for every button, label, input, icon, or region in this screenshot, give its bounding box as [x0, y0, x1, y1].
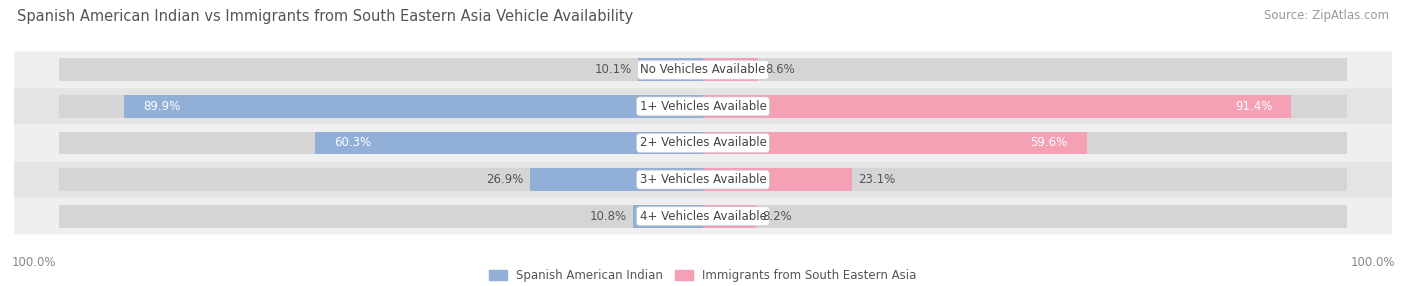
Text: 26.9%: 26.9%: [486, 173, 523, 186]
Bar: [530, 168, 703, 191]
Text: 23.1%: 23.1%: [858, 173, 896, 186]
Bar: [638, 58, 703, 81]
Text: 10.1%: 10.1%: [595, 63, 631, 76]
Text: 60.3%: 60.3%: [335, 136, 371, 150]
Text: Spanish American Indian vs Immigrants from South Eastern Asia Vehicle Availabili: Spanish American Indian vs Immigrants fr…: [17, 9, 633, 23]
Legend: Spanish American Indian, Immigrants from South Eastern Asia: Spanish American Indian, Immigrants from…: [485, 265, 921, 286]
Bar: [315, 132, 703, 154]
Text: 100.0%: 100.0%: [11, 256, 56, 269]
Bar: [59, 205, 703, 228]
FancyBboxPatch shape: [14, 88, 1392, 125]
FancyBboxPatch shape: [14, 161, 1392, 198]
Text: 89.9%: 89.9%: [143, 100, 181, 113]
Bar: [634, 205, 703, 228]
Bar: [124, 95, 703, 118]
Text: 10.8%: 10.8%: [591, 210, 627, 223]
Bar: [59, 132, 703, 154]
Text: Source: ZipAtlas.com: Source: ZipAtlas.com: [1264, 9, 1389, 21]
FancyBboxPatch shape: [14, 198, 1392, 235]
Text: No Vehicles Available: No Vehicles Available: [640, 63, 766, 76]
Bar: [703, 95, 1292, 118]
Bar: [703, 205, 756, 228]
Text: 3+ Vehicles Available: 3+ Vehicles Available: [640, 173, 766, 186]
Text: 59.6%: 59.6%: [1031, 136, 1067, 150]
Bar: [59, 58, 703, 81]
Text: 4+ Vehicles Available: 4+ Vehicles Available: [640, 210, 766, 223]
FancyBboxPatch shape: [14, 125, 1392, 161]
Bar: [703, 168, 852, 191]
Bar: [59, 95, 703, 118]
Text: 91.4%: 91.4%: [1234, 100, 1272, 113]
Text: 100.0%: 100.0%: [1350, 256, 1395, 269]
Bar: [703, 95, 1347, 118]
Text: 1+ Vehicles Available: 1+ Vehicles Available: [640, 100, 766, 113]
FancyBboxPatch shape: [14, 51, 1392, 88]
Bar: [703, 132, 1087, 154]
Bar: [703, 58, 1347, 81]
Bar: [59, 168, 703, 191]
Bar: [703, 58, 758, 81]
Bar: [703, 205, 1347, 228]
Bar: [703, 132, 1347, 154]
Text: 8.6%: 8.6%: [765, 63, 794, 76]
Text: 2+ Vehicles Available: 2+ Vehicles Available: [640, 136, 766, 150]
Bar: [703, 168, 1347, 191]
Text: 8.2%: 8.2%: [762, 210, 792, 223]
